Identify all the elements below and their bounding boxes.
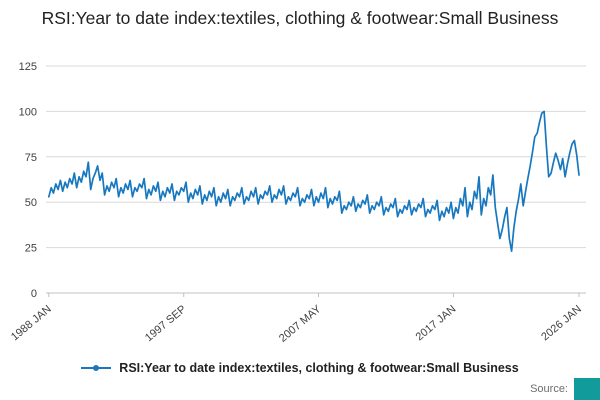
data-line [47,110,580,253]
y-tick-label: 25 [25,243,37,255]
x-tick-label: 2017 JAN [414,303,459,343]
legend-line-marker-icon [81,365,112,371]
y-tick-label: 50 [25,197,37,209]
y-tick-label: 75 [25,152,37,164]
y-tick-label: 0 [31,288,37,300]
source-row: Source: [530,378,600,400]
x-tick-label: 2026 JAN [539,303,584,343]
x-tick-label: 1988 JAN [9,303,54,343]
x-tick-label: 2007 MAY [277,303,324,345]
chart-title: RSI:Year to date index:textiles, clothin… [41,8,559,28]
y-tick-label: 100 [19,106,37,118]
source-label: Source: [530,383,568,395]
source-logo-box [574,378,600,400]
y-tick-label: 125 [19,61,37,73]
x-tick-label: 1997 SEP [143,303,189,344]
legend-label: RSI:Year to date index:textiles, clothin… [119,361,519,375]
line-chart: 0 25 50 75 100 125 1988 JAN 1997 SEP 2007 MAY 201… [9,61,586,345]
legend: RSI:Year to date index:textiles, clothin… [0,358,600,378]
